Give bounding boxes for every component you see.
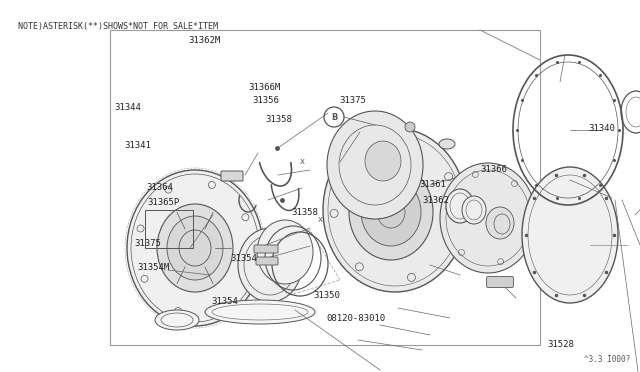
Ellipse shape — [405, 122, 415, 132]
Text: 08120-83010: 08120-83010 — [326, 314, 385, 323]
Text: 31366M: 31366M — [248, 83, 280, 92]
Text: 31358: 31358 — [266, 115, 292, 124]
Ellipse shape — [440, 163, 536, 273]
Ellipse shape — [167, 216, 223, 280]
Text: 31364: 31364 — [146, 183, 173, 192]
Text: 31375: 31375 — [339, 96, 366, 105]
Ellipse shape — [486, 207, 514, 239]
Ellipse shape — [522, 167, 618, 303]
Text: x: x — [317, 215, 323, 224]
Ellipse shape — [155, 310, 199, 330]
Text: 31354: 31354 — [230, 254, 257, 263]
Text: 31361: 31361 — [419, 180, 446, 189]
Ellipse shape — [157, 204, 233, 292]
Text: NOTE)ASTERISK(**)SHOWS*NOT FOR SALE*ITEM: NOTE)ASTERISK(**)SHOWS*NOT FOR SALE*ITEM — [18, 22, 218, 31]
Text: 31358: 31358 — [291, 208, 318, 217]
Ellipse shape — [349, 164, 433, 260]
Bar — [145, 210, 193, 248]
FancyBboxPatch shape — [221, 171, 243, 181]
Ellipse shape — [365, 141, 401, 181]
FancyBboxPatch shape — [254, 245, 278, 253]
Ellipse shape — [361, 178, 421, 246]
Ellipse shape — [446, 189, 474, 223]
Text: x: x — [300, 157, 305, 167]
Text: 31350: 31350 — [314, 291, 340, 300]
Ellipse shape — [238, 228, 302, 302]
Text: 31356: 31356 — [253, 96, 280, 105]
Text: 31366: 31366 — [480, 165, 507, 174]
Ellipse shape — [323, 128, 467, 292]
Ellipse shape — [439, 139, 455, 149]
Ellipse shape — [327, 111, 423, 219]
Text: ^3.3 I000?: ^3.3 I000? — [584, 355, 630, 364]
Text: 31354: 31354 — [211, 297, 238, 306]
Text: 31365P: 31365P — [147, 198, 179, 207]
Ellipse shape — [127, 170, 263, 326]
Text: 31344: 31344 — [114, 103, 141, 112]
Text: 31340: 31340 — [589, 124, 616, 133]
FancyBboxPatch shape — [486, 276, 513, 288]
FancyBboxPatch shape — [256, 257, 278, 265]
Text: 31341: 31341 — [125, 141, 152, 150]
Text: 31362: 31362 — [422, 196, 449, 205]
Text: B: B — [331, 112, 337, 122]
Text: 31362M: 31362M — [189, 36, 221, 45]
Ellipse shape — [462, 196, 486, 224]
Ellipse shape — [205, 300, 315, 324]
Ellipse shape — [257, 220, 313, 284]
Text: 31354M: 31354M — [138, 263, 170, 272]
Bar — [110, 30, 540, 345]
Text: 31375: 31375 — [134, 239, 161, 248]
Text: 31528: 31528 — [547, 340, 574, 349]
